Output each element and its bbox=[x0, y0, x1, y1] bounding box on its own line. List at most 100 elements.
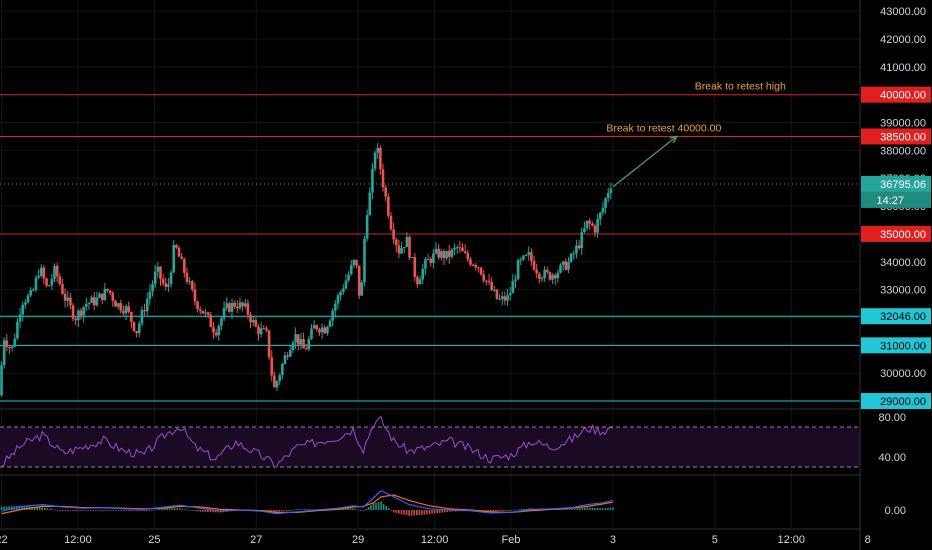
candle[interactable] bbox=[508, 286, 512, 301]
candle[interactable] bbox=[334, 299, 337, 318]
candle[interactable] bbox=[455, 245, 459, 254]
candle[interactable] bbox=[71, 302, 75, 322]
candle[interactable] bbox=[201, 310, 205, 314]
candle[interactable] bbox=[545, 267, 549, 275]
candle[interactable] bbox=[336, 292, 340, 309]
candle[interactable] bbox=[135, 330, 138, 338]
candle[interactable] bbox=[151, 280, 154, 297]
candle[interactable] bbox=[114, 299, 117, 307]
candle[interactable] bbox=[453, 243, 456, 256]
candle[interactable] bbox=[299, 332, 303, 350]
candle[interactable] bbox=[432, 249, 435, 269]
candle[interactable] bbox=[230, 298, 234, 319]
candle[interactable] bbox=[331, 308, 334, 327]
candle[interactable] bbox=[42, 264, 46, 285]
candle[interactable] bbox=[532, 255, 536, 271]
annotation-retest-40000[interactable]: Break to retest 40000.00 bbox=[606, 122, 721, 134]
candle[interactable] bbox=[527, 246, 531, 261]
candle[interactable] bbox=[349, 260, 353, 276]
candle[interactable] bbox=[294, 327, 297, 349]
candle[interactable] bbox=[609, 182, 613, 200]
candle[interactable] bbox=[29, 287, 32, 298]
candle[interactable] bbox=[124, 303, 128, 321]
candle[interactable] bbox=[535, 263, 538, 279]
candle[interactable] bbox=[259, 321, 263, 338]
candle[interactable] bbox=[492, 285, 496, 292]
candle[interactable] bbox=[77, 308, 80, 328]
candle[interactable] bbox=[82, 306, 85, 323]
candle[interactable] bbox=[21, 301, 25, 322]
candle[interactable] bbox=[169, 269, 173, 288]
candle[interactable] bbox=[392, 222, 395, 244]
candle[interactable] bbox=[551, 273, 554, 284]
candle[interactable] bbox=[220, 316, 223, 331]
candle[interactable] bbox=[92, 292, 96, 311]
rsi-indicator[interactable] bbox=[1, 415, 614, 468]
candle[interactable] bbox=[466, 249, 470, 263]
macd-indicator[interactable] bbox=[0, 490, 614, 516]
candle[interactable] bbox=[236, 300, 239, 313]
candle[interactable] bbox=[312, 320, 316, 329]
candle[interactable] bbox=[251, 316, 255, 327]
candle[interactable] bbox=[164, 277, 168, 291]
candle[interactable] bbox=[190, 279, 194, 292]
candle[interactable] bbox=[108, 290, 112, 296]
candle[interactable] bbox=[606, 187, 610, 203]
candle[interactable] bbox=[13, 333, 17, 348]
macd-line[interactable] bbox=[1, 490, 614, 515]
candle[interactable] bbox=[559, 263, 562, 274]
candlestick-series[interactable] bbox=[0, 142, 613, 397]
candle[interactable] bbox=[79, 307, 83, 320]
candle[interactable] bbox=[498, 294, 501, 301]
candle[interactable] bbox=[262, 325, 266, 330]
candle[interactable] bbox=[596, 213, 599, 238]
candle[interactable] bbox=[185, 267, 189, 285]
candle[interactable] bbox=[45, 277, 48, 288]
candle[interactable] bbox=[156, 262, 160, 278]
candle[interactable] bbox=[418, 275, 422, 285]
candle[interactable] bbox=[371, 162, 374, 200]
candle[interactable] bbox=[161, 274, 165, 287]
candle[interactable] bbox=[548, 271, 552, 281]
candle[interactable] bbox=[90, 295, 93, 304]
level-price-tag[interactable] bbox=[861, 393, 931, 410]
candle[interactable] bbox=[402, 246, 406, 254]
candle[interactable] bbox=[598, 211, 602, 226]
candle[interactable] bbox=[267, 330, 271, 360]
candle[interactable] bbox=[167, 277, 170, 293]
level-price-tag[interactable] bbox=[861, 128, 931, 145]
candle[interactable] bbox=[580, 227, 584, 256]
candle[interactable] bbox=[183, 257, 186, 278]
candle[interactable] bbox=[376, 142, 380, 160]
candle[interactable] bbox=[344, 274, 348, 290]
candle[interactable] bbox=[145, 292, 149, 317]
candle[interactable] bbox=[474, 263, 478, 271]
candle[interactable] bbox=[450, 247, 454, 260]
candle[interactable] bbox=[177, 245, 181, 257]
candle[interactable] bbox=[394, 237, 398, 253]
candle[interactable] bbox=[32, 287, 35, 292]
candle[interactable] bbox=[198, 306, 202, 315]
candle[interactable] bbox=[585, 220, 589, 231]
candle[interactable] bbox=[289, 345, 292, 358]
candle[interactable] bbox=[347, 271, 350, 283]
candle[interactable] bbox=[315, 324, 319, 332]
candle[interactable] bbox=[471, 263, 475, 267]
candle[interactable] bbox=[328, 318, 332, 328]
candle[interactable] bbox=[100, 293, 104, 304]
candle[interactable] bbox=[302, 332, 305, 349]
candle[interactable] bbox=[601, 202, 605, 216]
candle[interactable] bbox=[387, 193, 390, 219]
candle[interactable] bbox=[400, 241, 403, 255]
candle[interactable] bbox=[249, 311, 252, 329]
price-axis[interactable]: 43000.00 42000.00 41000.00 39000.00 38000.00… bbox=[861, 0, 932, 550]
candle[interactable] bbox=[487, 273, 491, 285]
candle[interactable] bbox=[604, 197, 607, 214]
candle[interactable] bbox=[429, 256, 433, 267]
candle[interactable] bbox=[360, 280, 364, 296]
candle[interactable] bbox=[434, 242, 438, 256]
candle[interactable] bbox=[228, 301, 231, 313]
candle[interactable] bbox=[572, 250, 576, 260]
candle[interactable] bbox=[47, 284, 51, 287]
